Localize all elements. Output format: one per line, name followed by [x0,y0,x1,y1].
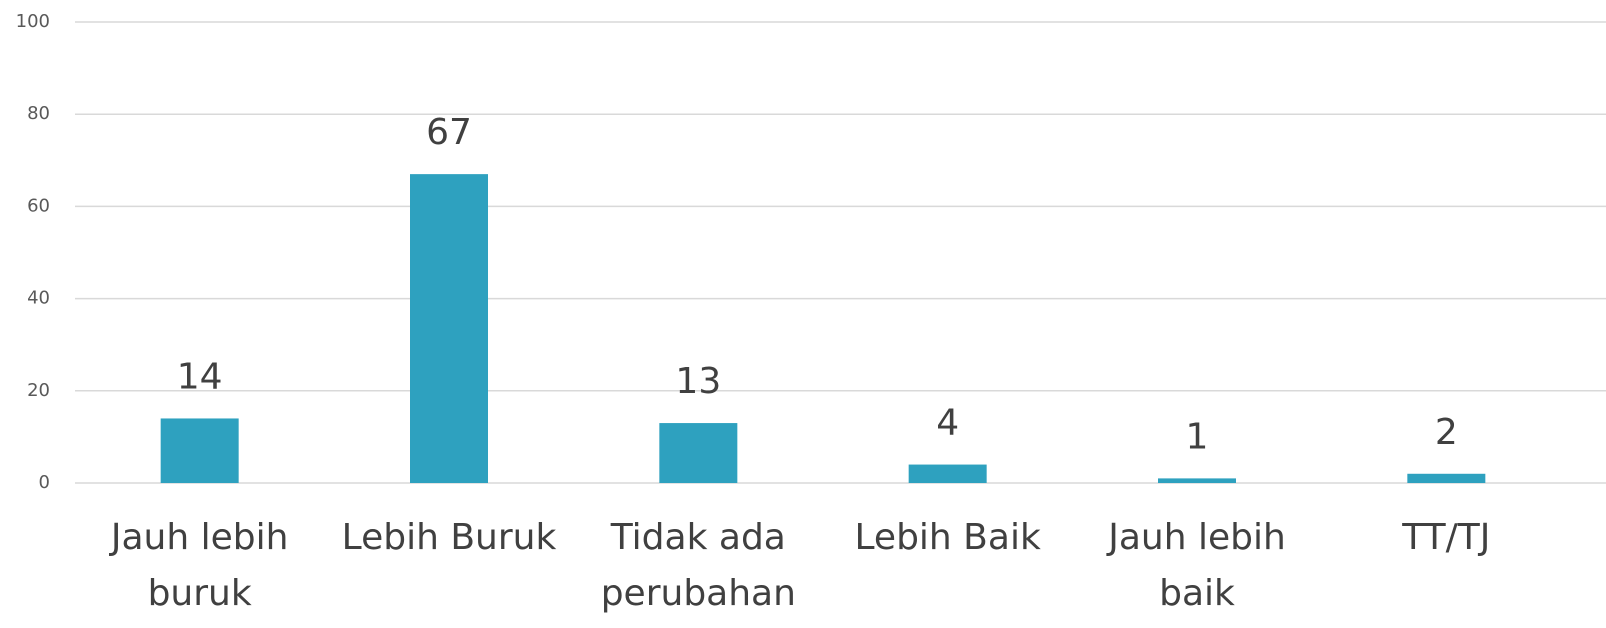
data-label: 2 [1435,412,1458,453]
x-tick-label: TT/TJ [1402,517,1491,558]
y-tick-label: 60 [27,195,50,216]
data-label: 4 [936,403,959,444]
bar [160,418,239,483]
data-label: 14 [177,356,223,397]
data-label: 13 [675,361,721,402]
bar [410,174,488,483]
bar [659,423,738,483]
y-tick-label: 100 [16,11,50,32]
x-tick-label: Lebih Buruk [341,517,557,558]
y-tick-label: 0 [39,472,50,493]
data-label: 1 [1186,416,1209,457]
y-tick-label: 80 [27,103,50,124]
bar [1158,478,1236,483]
x-tick-label: Lebih Baik [854,517,1041,558]
x-tick-label: Jauh lebih baik [1108,517,1286,614]
y-tick-label: 40 [27,288,50,309]
bar [908,464,987,483]
x-tick-label: Tidak ada perubahan [600,517,796,614]
bar [1407,473,1486,483]
data-label: 67 [426,112,472,153]
x-tick-label: Jauh lebih buruk [110,517,289,614]
y-tick-label: 20 [27,380,50,401]
